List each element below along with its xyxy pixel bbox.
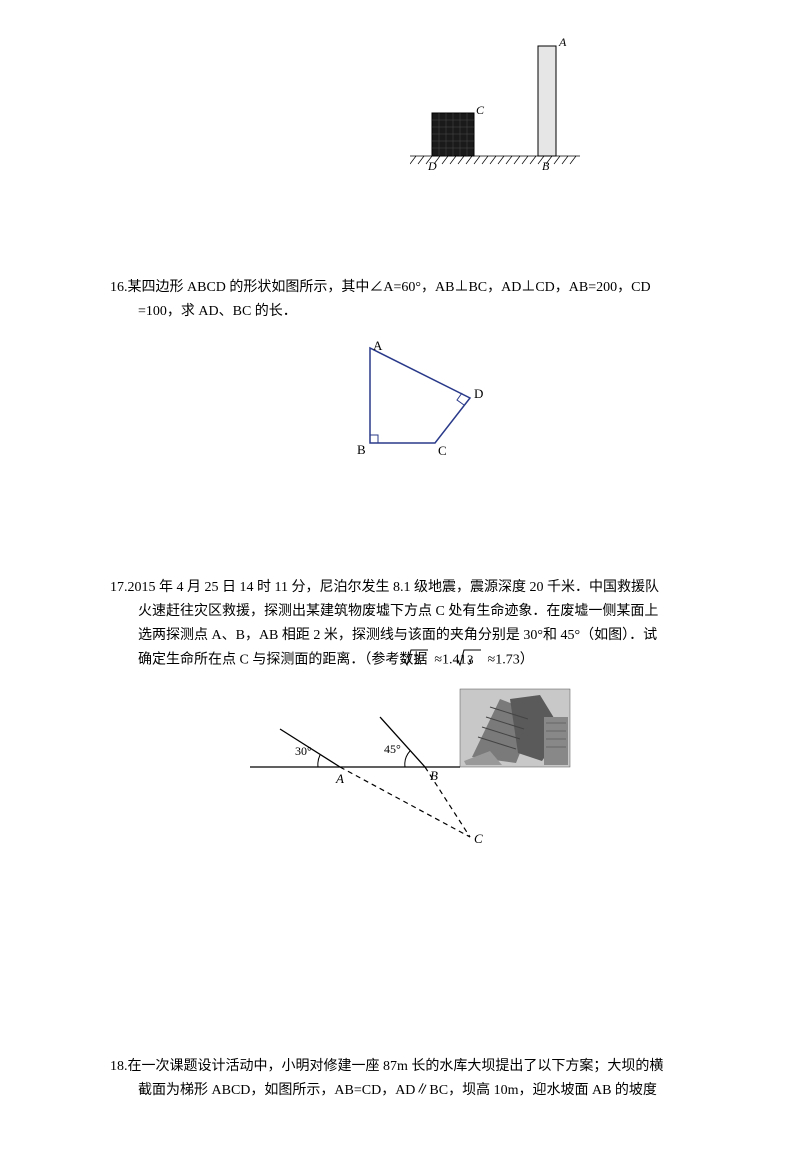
- problem-18-line2: 截面为梯形 ABCD，如图所示，AB=CD，AD∥BC，坝高 10m，迎水坡面 …: [138, 1083, 657, 1098]
- problem-17-approx3: ≈1.73）: [488, 652, 534, 667]
- figure-17: 30° 45° A B C: [110, 687, 710, 855]
- figure-15: A C D B: [410, 38, 710, 186]
- label-D: D: [427, 159, 437, 173]
- problem-18-line1: 在一次课题设计活动中，小明对修建一座 87m 长的水库大坝提出了以下方案；大坝的…: [128, 1059, 664, 1074]
- problem-17-line2: 火速赶往灾区救援，探测出某建筑物废墟下方点 C 处有生命迹象．在废墟一侧某面上: [138, 604, 658, 619]
- label-45deg: 45°: [384, 742, 401, 756]
- problem-16-line1: 某四边形 ABCD 的形状如图所示，其中∠A=60°，AB⊥BC，AD⊥CD，A…: [128, 280, 651, 295]
- label-B-17: B: [430, 768, 438, 783]
- label-30deg: 30°: [295, 744, 312, 758]
- label-A: A: [558, 38, 567, 49]
- label-B: B: [542, 159, 550, 173]
- label-A-17: A: [335, 771, 344, 786]
- problem-17-line4a: 确定生命所在点 C 与探测面的距离．（参考数据: [138, 652, 427, 667]
- problem-16: 16.某四边形 ABCD 的形状如图所示，其中∠A=60°，AB⊥BC，AD⊥C…: [110, 276, 710, 476]
- figure-16: A D C B: [110, 338, 710, 476]
- problem-18: 18.在一次课题设计活动中，小明对修建一座 87m 长的水库大坝提出了以下方案；…: [110, 1055, 710, 1103]
- label-C-17: C: [474, 831, 483, 846]
- label-A-16: A: [373, 338, 383, 353]
- problem-18-number: 18.: [110, 1059, 128, 1074]
- problem-17: 17.2015 年 4 月 25 日 14 时 11 分，尼泊尔发生 8.1 级…: [110, 576, 710, 855]
- problem-17-line1: 2015 年 4 月 25 日 14 时 11 分，尼泊尔发生 8.1 级地震，…: [128, 580, 659, 595]
- problem-16-line2: =100，求 AD、BC 的长．: [138, 304, 297, 319]
- problem-17-line3: 选两探测点 A、B，AB 相距 2 米，探测线与该面的夹角分别是 30°和 45…: [138, 628, 657, 643]
- problem-16-number: 16.: [110, 280, 128, 295]
- problem-17-number: 17.: [110, 580, 128, 595]
- label-C: C: [476, 103, 485, 117]
- svg-text:3: 3: [467, 652, 474, 667]
- label-C-16: C: [438, 443, 447, 458]
- label-B-16: B: [357, 442, 366, 457]
- svg-text:2: 2: [414, 652, 421, 667]
- label-D-16: D: [474, 386, 483, 401]
